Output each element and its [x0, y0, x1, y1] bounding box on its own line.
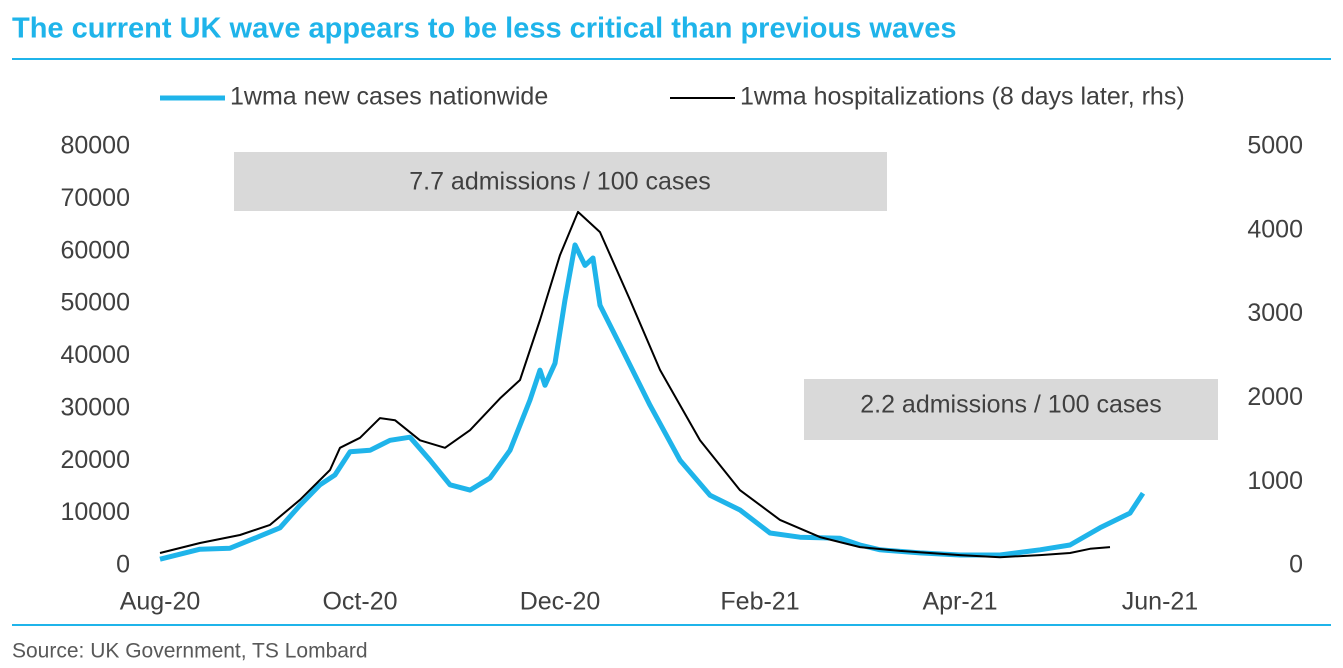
annotation: 7.7 admissions / 100 cases [409, 168, 711, 196]
x-tick-label: Dec-20 [520, 588, 601, 616]
y-tick-label: 30000 [60, 393, 130, 421]
y-tick-label: 10000 [60, 498, 130, 526]
chart-title: The current UK wave appears to be less c… [12, 13, 956, 45]
y-tick-label: 70000 [60, 184, 130, 212]
y-tick-label: 40000 [60, 341, 130, 369]
series-line [159, 210, 1111, 559]
x-tick-label: Jun-21 [1122, 588, 1198, 616]
annotation-box [234, 152, 887, 211]
annotation: 2.2 admissions / 100 cases [860, 391, 1162, 419]
legend-label: 1wma new cases nationwide [230, 83, 548, 111]
y-tick-label: 80000 [60, 132, 130, 160]
y2-tick-label: 2000 [1247, 383, 1303, 411]
y2-tick-label: 5000 [1247, 132, 1303, 160]
y2-tick-label: 4000 [1247, 215, 1303, 243]
source: Source: UK Government, TS Lombard [12, 640, 368, 663]
annotation-box [804, 379, 1218, 440]
legend-label: 1wma hospitalizations (8 days later, rhs… [740, 83, 1185, 111]
y2-tick-label: 3000 [1247, 299, 1303, 327]
y-tick-label: 50000 [60, 289, 130, 317]
y-tick-label: 0 [116, 551, 130, 579]
y-tick-label: 20000 [60, 446, 130, 474]
x-tick-label: Aug-20 [120, 588, 201, 616]
y-tick-label: 60000 [60, 236, 130, 264]
x-tick-label: Oct-20 [322, 588, 397, 616]
x-tick-label: Apr-21 [922, 588, 997, 616]
x-tick-label: Feb-21 [720, 588, 799, 616]
y2-tick-label: 0 [1289, 551, 1303, 579]
y2-tick-label: 1000 [1247, 467, 1303, 495]
